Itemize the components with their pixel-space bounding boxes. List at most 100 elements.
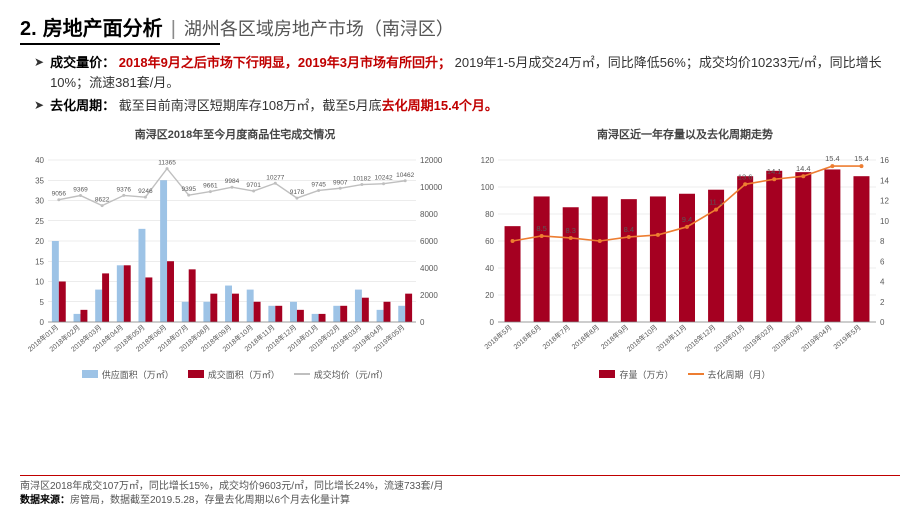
legend-label: 存量（万方） [619,368,673,381]
legend-item: 去化周期（月） [688,368,771,381]
bullet-2-prefix: 截至目前南浔区短期库存108万㎡，截至5月底 [119,98,382,113]
svg-text:13.6: 13.6 [738,172,753,181]
svg-text:2019年02月: 2019年02月 [741,322,775,353]
svg-text:12000: 12000 [420,156,443,165]
svg-text:10: 10 [880,216,889,225]
svg-text:8.5: 8.5 [536,223,546,232]
svg-text:2018年7月: 2018年7月 [541,322,572,350]
chart-right-legend: 存量（万方） 去化周期（月） [470,368,900,381]
svg-text:9376: 9376 [117,186,132,193]
svg-text:8.3: 8.3 [565,225,575,234]
chart-left-legend: 供应面积（万㎡） 成交面积（万㎡） 成交均价（元/㎡） [20,368,450,381]
svg-text:2018年6月: 2018年6月 [511,322,542,350]
svg-text:25: 25 [35,216,44,225]
svg-text:8000: 8000 [420,210,438,219]
svg-text:10462: 10462 [396,171,414,178]
section-title: 房地产面分析 [43,12,163,41]
footnote-src-text: 房管局，数据截至2019.5.28，存量去化周期以6个月去化量计算 [70,495,350,506]
svg-text:6000: 6000 [420,237,438,246]
legend-item: 供应面积（万㎡） [82,368,174,381]
svg-text:100: 100 [481,183,495,192]
svg-text:9907: 9907 [333,179,348,186]
svg-text:0: 0 [490,318,495,327]
svg-text:0: 0 [40,318,45,327]
bullet-2-highlight: 去化周期15.4个月。 [382,98,498,113]
bullet-1-label: 成交量价： [50,55,115,70]
svg-text:9701: 9701 [246,182,261,189]
chart-left: 0510152025303540020004000600080001000012… [20,146,450,366]
svg-text:30: 30 [35,196,44,205]
legend-label: 成交面积（万㎡） [208,368,280,381]
svg-text:9661: 9661 [203,182,218,189]
chart-right-wrap: 南浔区近一年存量以及去化周期走势 0 20 40 60 80 100 120 0 2 4 6 8 10 1… [470,126,900,381]
svg-text:2018年8月: 2018年8月 [570,322,601,350]
svg-text:20: 20 [485,291,494,300]
svg-text:2019年5月: 2019年5月 [831,322,862,350]
svg-text:10: 10 [35,277,44,286]
svg-text:2019年01月: 2019年01月 [712,322,746,353]
bullet-arrow-icon: ➤ [34,96,44,114]
legend-label: 供应面积（万㎡） [102,368,174,381]
svg-text:60: 60 [485,237,494,246]
legend-label: 成交均价（元/㎡） [314,368,389,381]
chart-left-wrap: 南浔区2018年至今月度商品住宅成交情况 0510152025303540020… [20,126,450,381]
svg-text:120: 120 [481,156,495,165]
chart-right-title: 南浔区近一年存量以及去化周期走势 [470,126,900,142]
title-underline [20,43,220,45]
svg-text:15: 15 [35,257,44,266]
section-subtitle: 湖州各区域房地产市场（南浔区） [184,15,454,41]
svg-text:12: 12 [880,196,889,205]
svg-text:2018年10月: 2018年10月 [625,322,659,353]
bullet-1-highlight: 2018年9月之后市场下行明显，2019年3月市场有所回升； [119,55,451,70]
svg-text:20: 20 [35,237,44,246]
svg-text:6: 6 [880,257,885,266]
svg-text:2019年04月: 2019年04月 [799,322,833,353]
svg-text:9178: 9178 [290,189,305,196]
svg-text:0: 0 [420,318,425,327]
svg-text:8: 8 [880,237,885,246]
footnote-line1: 南浔区2018年成交107万㎡，同比增长15%，成交均价9603元/㎡，同比增长… [20,480,900,494]
bullet-arrow-icon: ➤ [34,53,44,71]
bullet-list: ➤ 成交量价： 2018年9月之后市场下行明显，2019年3月市场有所回升； 2… [20,53,900,116]
svg-text:40: 40 [35,156,44,165]
footnote-src-label: 数据来源： [20,495,70,506]
svg-text:9984: 9984 [225,178,240,185]
svg-text:2018年5月: 2018年5月 [482,322,513,350]
title-divider: | [171,18,176,41]
legend-item: 存量（万方） [599,368,673,381]
charts-row: 南浔区2018年至今月度商品住宅成交情况 0510152025303540020… [20,126,900,381]
svg-text:9395: 9395 [181,186,196,193]
svg-text:2: 2 [880,297,885,306]
svg-text:10277: 10277 [266,174,284,181]
footnote-divider [20,475,900,476]
svg-text:4: 4 [880,277,885,286]
svg-text:10242: 10242 [374,174,392,181]
svg-text:15.4: 15.4 [825,154,840,163]
svg-text:11365: 11365 [158,159,176,166]
bullet-2: ➤ 去化周期： 截至目前南浔区短期库存108万㎡，截至5月底去化周期15.4个月… [34,96,900,116]
svg-text:80: 80 [485,210,494,219]
svg-text:15.4: 15.4 [854,154,869,163]
svg-text:9369: 9369 [73,186,88,193]
svg-text:0: 0 [880,318,885,327]
svg-text:9.4: 9.4 [682,214,692,223]
svg-text:40: 40 [485,264,494,273]
svg-text:10000: 10000 [420,183,443,192]
svg-text:2018年11月: 2018年11月 [654,322,688,353]
bullet-1: ➤ 成交量价： 2018年9月之后市场下行明显，2019年3月市场有所回升； 2… [34,53,900,92]
svg-text:14: 14 [880,176,889,185]
svg-text:35: 35 [35,176,44,185]
svg-text:8622: 8622 [95,196,110,203]
svg-text:16: 16 [880,156,889,165]
footnotes: 南浔区2018年成交107万㎡，同比增长15%，成交均价9603元/㎡，同比增长… [20,475,900,508]
page-header: 2. 房地产面分析 | 湖州各区域房地产市场（南浔区） [20,12,900,45]
bullet-2-label: 去化周期： [50,98,115,113]
svg-text:8.4: 8.4 [624,224,634,233]
svg-text:9745: 9745 [311,181,326,188]
legend-item: 成交面积（万㎡） [188,368,280,381]
title-row: 2. 房地产面分析 | 湖州各区域房地产市场（南浔区） [20,12,900,41]
svg-text:2018年9月: 2018年9月 [599,322,630,350]
svg-text:2019年03月: 2019年03月 [770,322,804,353]
svg-text:4000: 4000 [420,264,438,273]
chart-right: 0 20 40 60 80 100 120 0 2 4 6 8 10 12 14 16 8.5 8.3 8.4 9.4… [470,146,900,366]
